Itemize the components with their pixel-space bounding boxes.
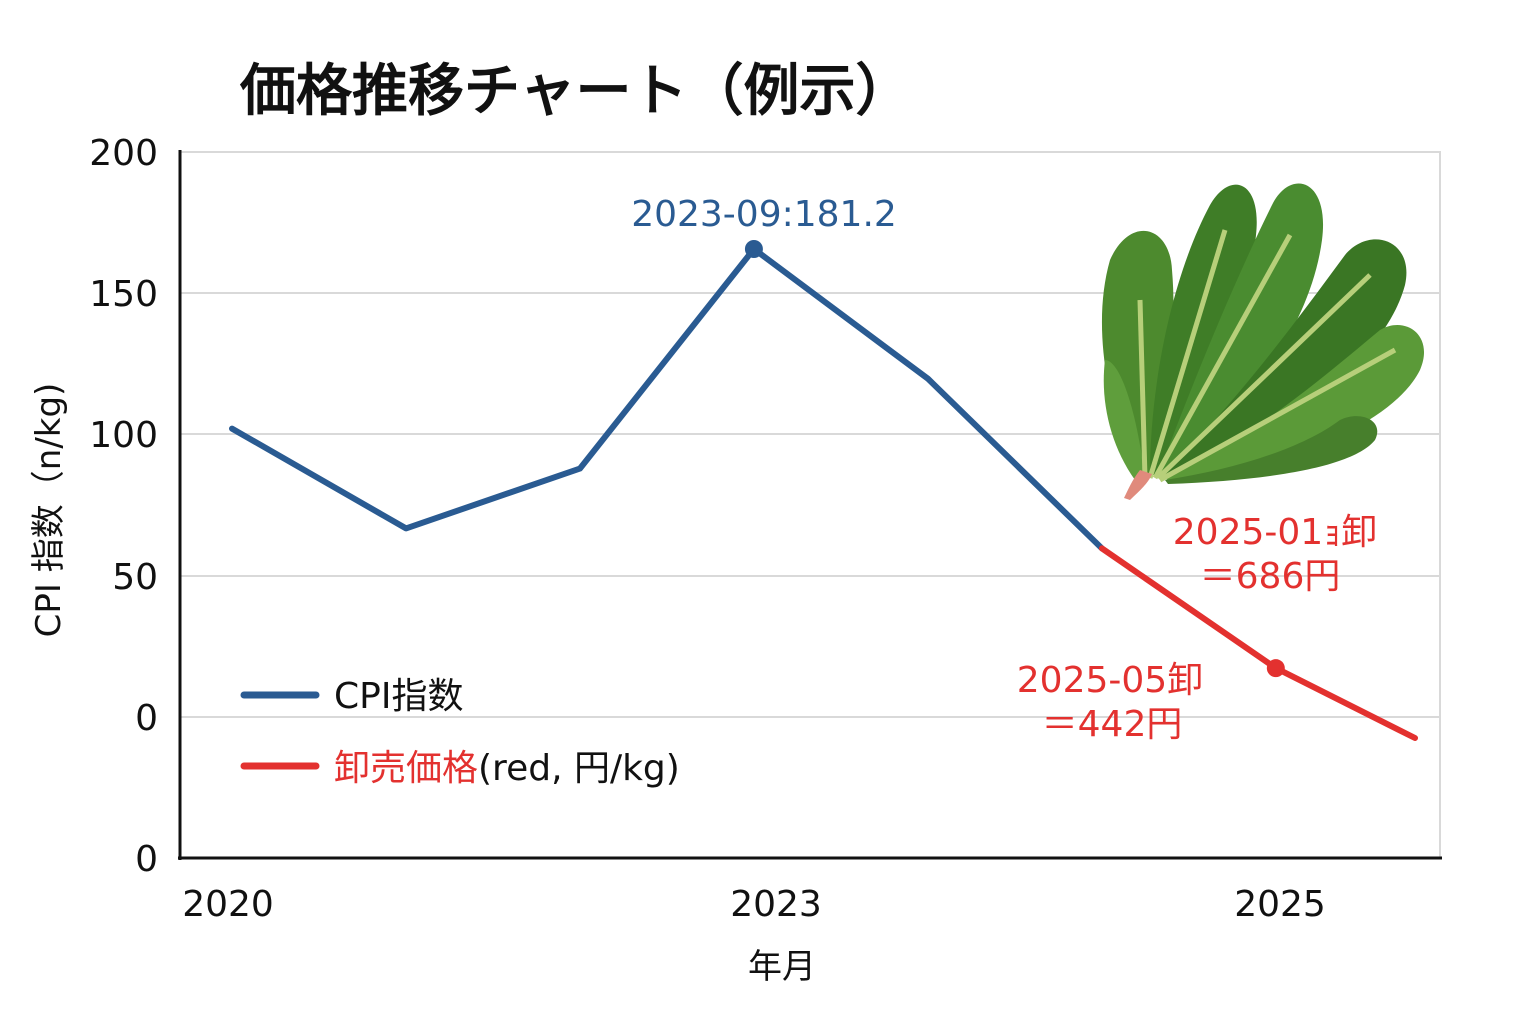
y-axis-title: CPI 指数（n/kg) xyxy=(29,383,69,638)
annotation-2025-01: 2025-01ｮ卸 ＝686円 xyxy=(1173,512,1377,597)
y-tick-label: 100 xyxy=(89,415,158,456)
annotation-2025-01-line1: 2025-01ｮ卸 xyxy=(1173,512,1377,553)
chart-title: 価格推移チャート（例示） xyxy=(239,59,911,124)
x-tick-labels: 2020 2023 2025 xyxy=(182,884,1326,925)
annotation-2025-05-line1: 2025-05卸 xyxy=(1017,660,1203,701)
x-axis-title: 年月 xyxy=(748,947,816,987)
legend-label-wholesale-colored: 卸売価格 xyxy=(334,748,478,789)
data-point-0-3 xyxy=(744,240,763,258)
y-tick-label: 200 xyxy=(89,133,158,174)
y-tick-label: 0 xyxy=(135,698,158,739)
y-tick-label: 50 xyxy=(112,557,158,598)
annotation-2025-01-line2: ＝686円 xyxy=(1200,556,1341,597)
y-tick-labels: 200 150 100 50 0 0 xyxy=(89,133,158,880)
spinach-root xyxy=(1124,470,1152,500)
x-tick-label: 2023 xyxy=(730,884,822,925)
annotation-2025-05-line2: ＝442円 xyxy=(1042,704,1183,745)
x-tick-label: 2025 xyxy=(1234,884,1326,925)
legend-label-cpi: CPI指数 xyxy=(334,676,463,717)
annotation-2025-05: 2025-05卸 ＝442円 xyxy=(1017,660,1203,745)
annotation-peak: 2023-09:181.2 xyxy=(631,194,897,235)
series-points xyxy=(744,240,1285,678)
legend-label-wholesale-rest: (red, 円/kg) xyxy=(478,748,680,789)
spinach-illustration xyxy=(1101,183,1425,500)
y-tick-label: 0 xyxy=(135,839,158,880)
legend: CPI指数 卸売価格(red, 円/kg) xyxy=(240,676,680,789)
y-tick-label: 150 xyxy=(89,274,158,315)
legend-label-wholesale: 卸売価格(red, 円/kg) xyxy=(334,748,680,789)
spinach-leaves xyxy=(1101,183,1425,484)
annotation-peak-label: 2023-09:181.2 xyxy=(631,194,897,235)
series-line-0 xyxy=(229,246,1105,552)
data-point-1-1 xyxy=(1266,659,1285,678)
x-tick-label: 2020 xyxy=(182,884,274,925)
spinach-stems xyxy=(1137,229,1397,483)
